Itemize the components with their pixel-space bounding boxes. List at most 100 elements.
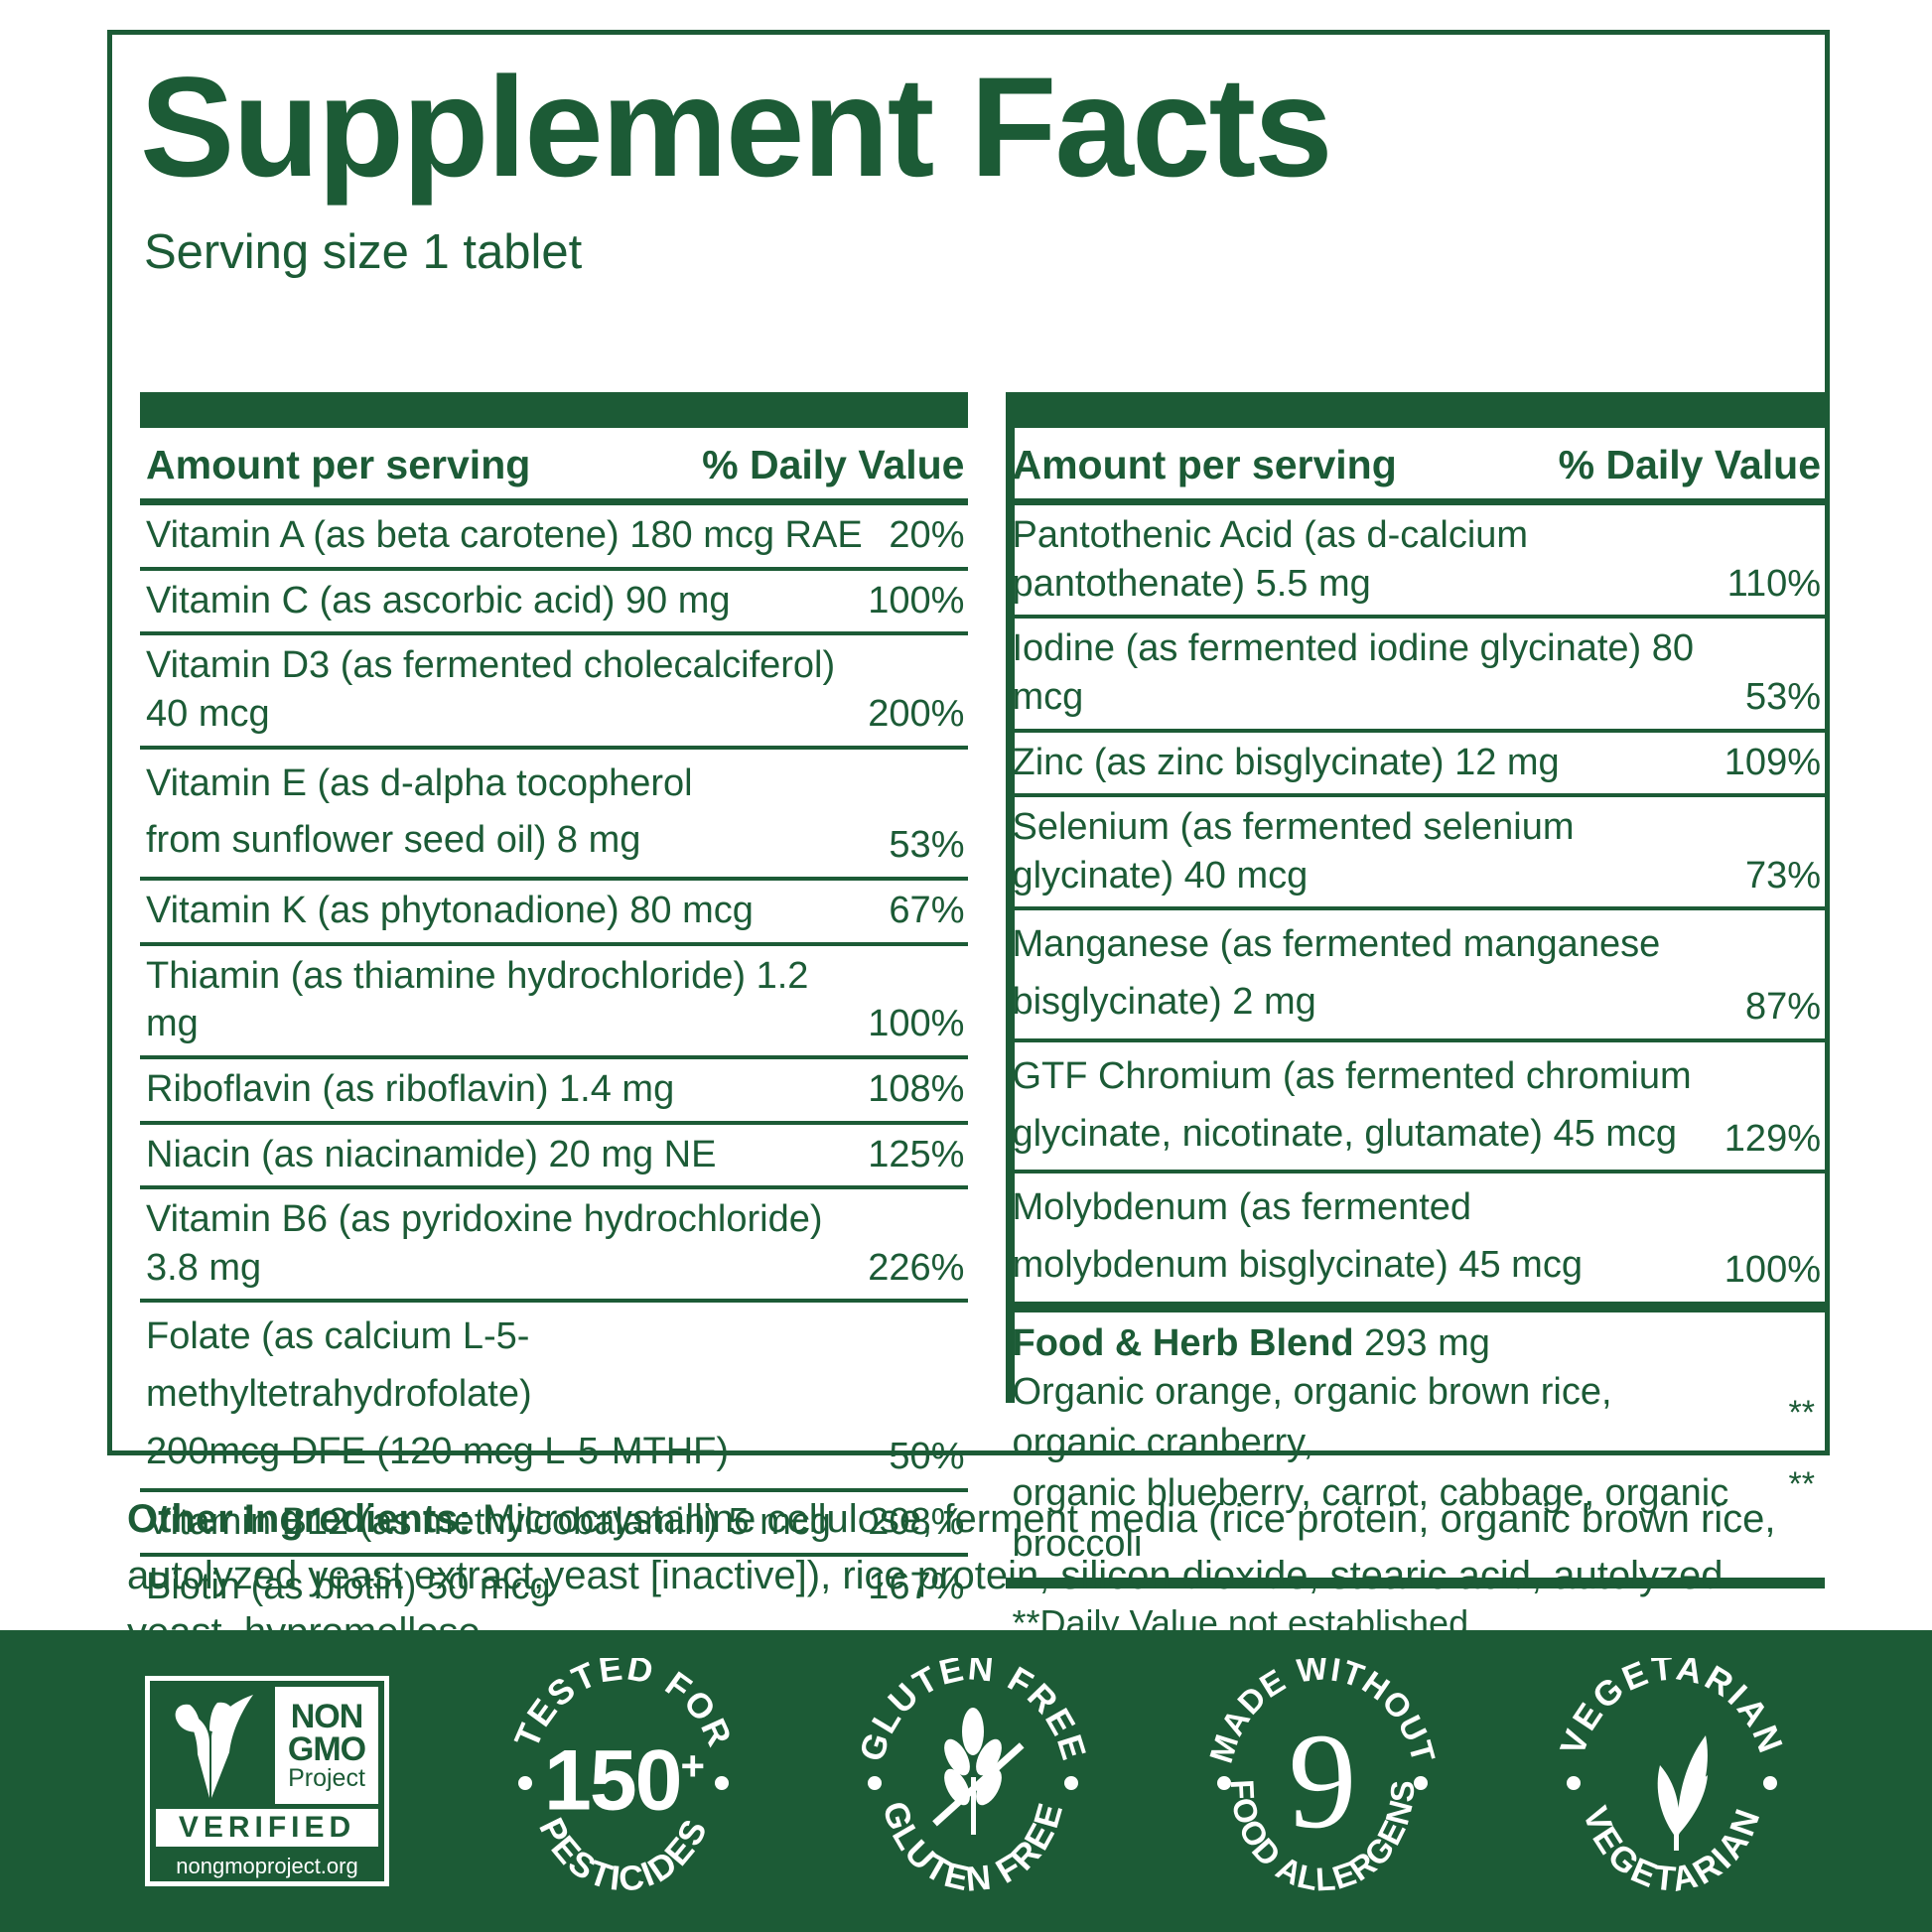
other-ingredients-text: Microcrystalline cellulose, ferment medi… [127, 1497, 1776, 1654]
nutrient-name: Riboflavin (as riboflavin) 1.4 mg [146, 1067, 675, 1110]
table-row: Folate (as calcium L-5-methyltetrahydrof… [140, 1303, 968, 1487]
row-rule [140, 631, 969, 636]
table-row: Vitamin B12 (as methylcobalamin) 5 mcg 2… [140, 1492, 968, 1554]
left-column-headers: Amount per serving % Daily Value [140, 428, 968, 498]
gmo-label: GMO [287, 1730, 366, 1768]
nutrient-name-line2: 200mcg DFE (120 mcg L-5-MTHF) [146, 1430, 730, 1472]
table-row: Riboflavin (as riboflavin) 1.4 mg 108% [140, 1059, 968, 1121]
serving-size: Serving size 1 tablet [144, 225, 583, 279]
nutrient-name-line2: from sunflower seed oil) 8 mg [146, 819, 641, 862]
nutrient-name: Thiamin (as thiamine hydrochloride) 1.2 … [146, 954, 809, 1045]
nutrient-name-line1: Manganese (as fermented manganese [1012, 923, 1661, 966]
table-row: Vitamin A (as beta carotene) 180 mcg RAE… [140, 505, 968, 567]
left-nutrient-column: Amount per serving % Daily Value Vitamin… [140, 392, 969, 1644]
made-without-allergens-badge: MADE WITHOUT FOOD ALLERGENS 9 [1207, 1658, 1438, 1904]
svg-text:VEGETARIAN: VEGETARIAN [1557, 1658, 1787, 1760]
row-rule [140, 877, 969, 881]
table-row: Thiamin (as thiamine hydrochloride) 1.2 … [140, 946, 968, 1055]
nutrient-name-line2: molybdenum bisglycinate) 45 mcg [1012, 1244, 1583, 1287]
right-header-rule [1006, 498, 1825, 505]
nutrient-dv: 53% [1744, 675, 1821, 718]
dv-header: % Daily Value [1558, 442, 1821, 487]
blend-line-1: Organic orange, organic brown rice, orga… [1012, 1370, 1612, 1463]
nutrient-columns: Amount per serving % Daily Value Vitamin… [112, 392, 1825, 1644]
right-nutrient-column: Amount per serving % Daily Value Pantoth… [1006, 392, 1825, 1644]
row-rule [1006, 1170, 1825, 1174]
butterfly-plant-icon [150, 1681, 275, 1804]
pesticide-number: 150 [543, 1732, 682, 1829]
right-column-headers: Amount per serving % Daily Value [1006, 428, 1825, 498]
project-label: Project [288, 1763, 365, 1792]
nutrient-name: Molybdenum (as fermented molybdenum bisg… [1012, 1179, 1724, 1295]
dv-header: % Daily Value [702, 442, 965, 487]
blend-amount: 293 mg [1353, 1321, 1490, 1364]
nutrient-name-line1: Folate (as calcium L-5-methyltetrahydrof… [146, 1315, 532, 1416]
right-header-bar [1006, 392, 1825, 428]
non-gmo-textbox: NON GMO Project [275, 1687, 378, 1804]
table-row: Molybdenum (as fermented molybdenum bisg… [1006, 1173, 1825, 1302]
nutrient-dv: 87% [1744, 986, 1821, 1029]
nutrient-name: Manganese (as fermented manganese bisgly… [1012, 916, 1744, 1032]
nutrient-dv: 53% [889, 824, 965, 867]
blend-heading: Food & Herb Blend 293 mg [1006, 1312, 1825, 1365]
nutrient-name: Folate (as calcium L-5-methyltetrahydrof… [146, 1309, 889, 1480]
vegetarian-badge: VEGETARIAN VEGETARIAN [1557, 1658, 1787, 1904]
amount-header: Amount per serving [146, 442, 531, 487]
nutrient-name: Niacin (as niacinamide) 20 mg NE [146, 1133, 717, 1175]
row-rule [140, 1120, 969, 1125]
nutrient-dv: 226% [868, 1246, 965, 1289]
wheat-crossed-out-icon [932, 1708, 1025, 1835]
nutrient-dv: 100% [1724, 1249, 1821, 1292]
nutrient-name-line2: glycinate, nicotinate, glutamate) 45 mcg [1012, 1112, 1678, 1155]
nutrient-dv: 100% [868, 579, 965, 621]
table-row: Zinc (as zinc bisglycinate) 12 mg 109% [1006, 733, 1825, 794]
blend-dv-markers: ** ** [1735, 1367, 1821, 1570]
nutrient-dv: 50% [889, 1436, 965, 1477]
table-row: Vitamin B6 (as pyridoxine hydrochloride)… [140, 1189, 968, 1299]
row-rule [140, 745, 969, 750]
row-rule [1006, 906, 1825, 911]
non-gmo-verified-badge: NON GMO Project VERIFIED nongmoproject.o… [145, 1676, 389, 1886]
certification-banner: NON GMO Project VERIFIED nongmoproject.o… [0, 1630, 1932, 1932]
other-ingredients: Other Ingredients: Microcrystalline cell… [127, 1491, 1815, 1660]
table-row: Iodine (as fermented iodine glycinate) 8… [1006, 619, 1825, 728]
row-rule [1006, 615, 1825, 620]
nutrient-dv: 67% [889, 890, 965, 931]
table-row: GTF Chromium (as fermented chromium glyc… [1006, 1042, 1825, 1171]
table-row: Pantothenic Acid (as d-calcium pantothen… [1006, 505, 1825, 615]
table-row: Selenium (as fermented selenium glycinat… [1006, 797, 1825, 906]
table-row: Biotin (as biotin) 50 mcg 167% [140, 1557, 968, 1618]
nutrient-name: Vitamin E (as d-alpha tocopherol from su… [146, 756, 889, 871]
nutrient-name: Vitamin K (as phytonadione) 80 mcg [146, 890, 754, 931]
other-ingredients-label: Other Ingredients: [127, 1497, 472, 1541]
row-rule [140, 941, 969, 946]
non-label: NON [290, 1698, 364, 1736]
allergen-count: 9 [1288, 1705, 1357, 1857]
non-gmo-top: NON GMO Project [150, 1681, 384, 1804]
nutrient-dv: 200% [868, 692, 965, 735]
table-row: Vitamin E (as d-alpha tocopherol from su… [140, 750, 968, 878]
nutrient-name: Vitamin B12 (as methylcobalamin) 5 mcg [146, 1500, 831, 1543]
amount-header: Amount per serving [1012, 442, 1397, 487]
row-rule [140, 566, 969, 571]
nutrient-name: Selenium (as fermented selenium glycinat… [1012, 806, 1575, 897]
pesticide-count: 150+ [508, 1732, 739, 1831]
nutrient-name-line1: Molybdenum (as fermented [1012, 1186, 1472, 1229]
nutrient-dv: 73% [1744, 854, 1821, 897]
nutrient-name: GTF Chromium (as fermented chromium glyc… [1012, 1048, 1724, 1164]
verified-label: VERIFIED [156, 1809, 378, 1847]
table-row: Vitamin C (as ascorbic acid) 90 mg 100% [140, 571, 968, 632]
nutrient-name: Vitamin D3 (as fermented cholecalciferol… [146, 644, 836, 735]
table-row: Manganese (as fermented manganese bisgly… [1006, 910, 1825, 1038]
blend-star-1: ** [1788, 1393, 1815, 1432]
page-title: Supplement Facts [140, 49, 1333, 207]
pesticide-plus: + [680, 1741, 704, 1789]
nutrient-name-line1: GTF Chromium (as fermented chromium [1012, 1054, 1692, 1097]
blend-bottom-rule [1006, 1577, 1825, 1588]
row-rule [1006, 1037, 1825, 1042]
blend-line-2: organic blueberry, carrot, cabbage, orga… [1012, 1471, 1729, 1565]
row-rule [1006, 793, 1825, 798]
nutrient-dv: 129% [1724, 1117, 1821, 1160]
nutrient-dv: 167% [868, 1566, 965, 1608]
